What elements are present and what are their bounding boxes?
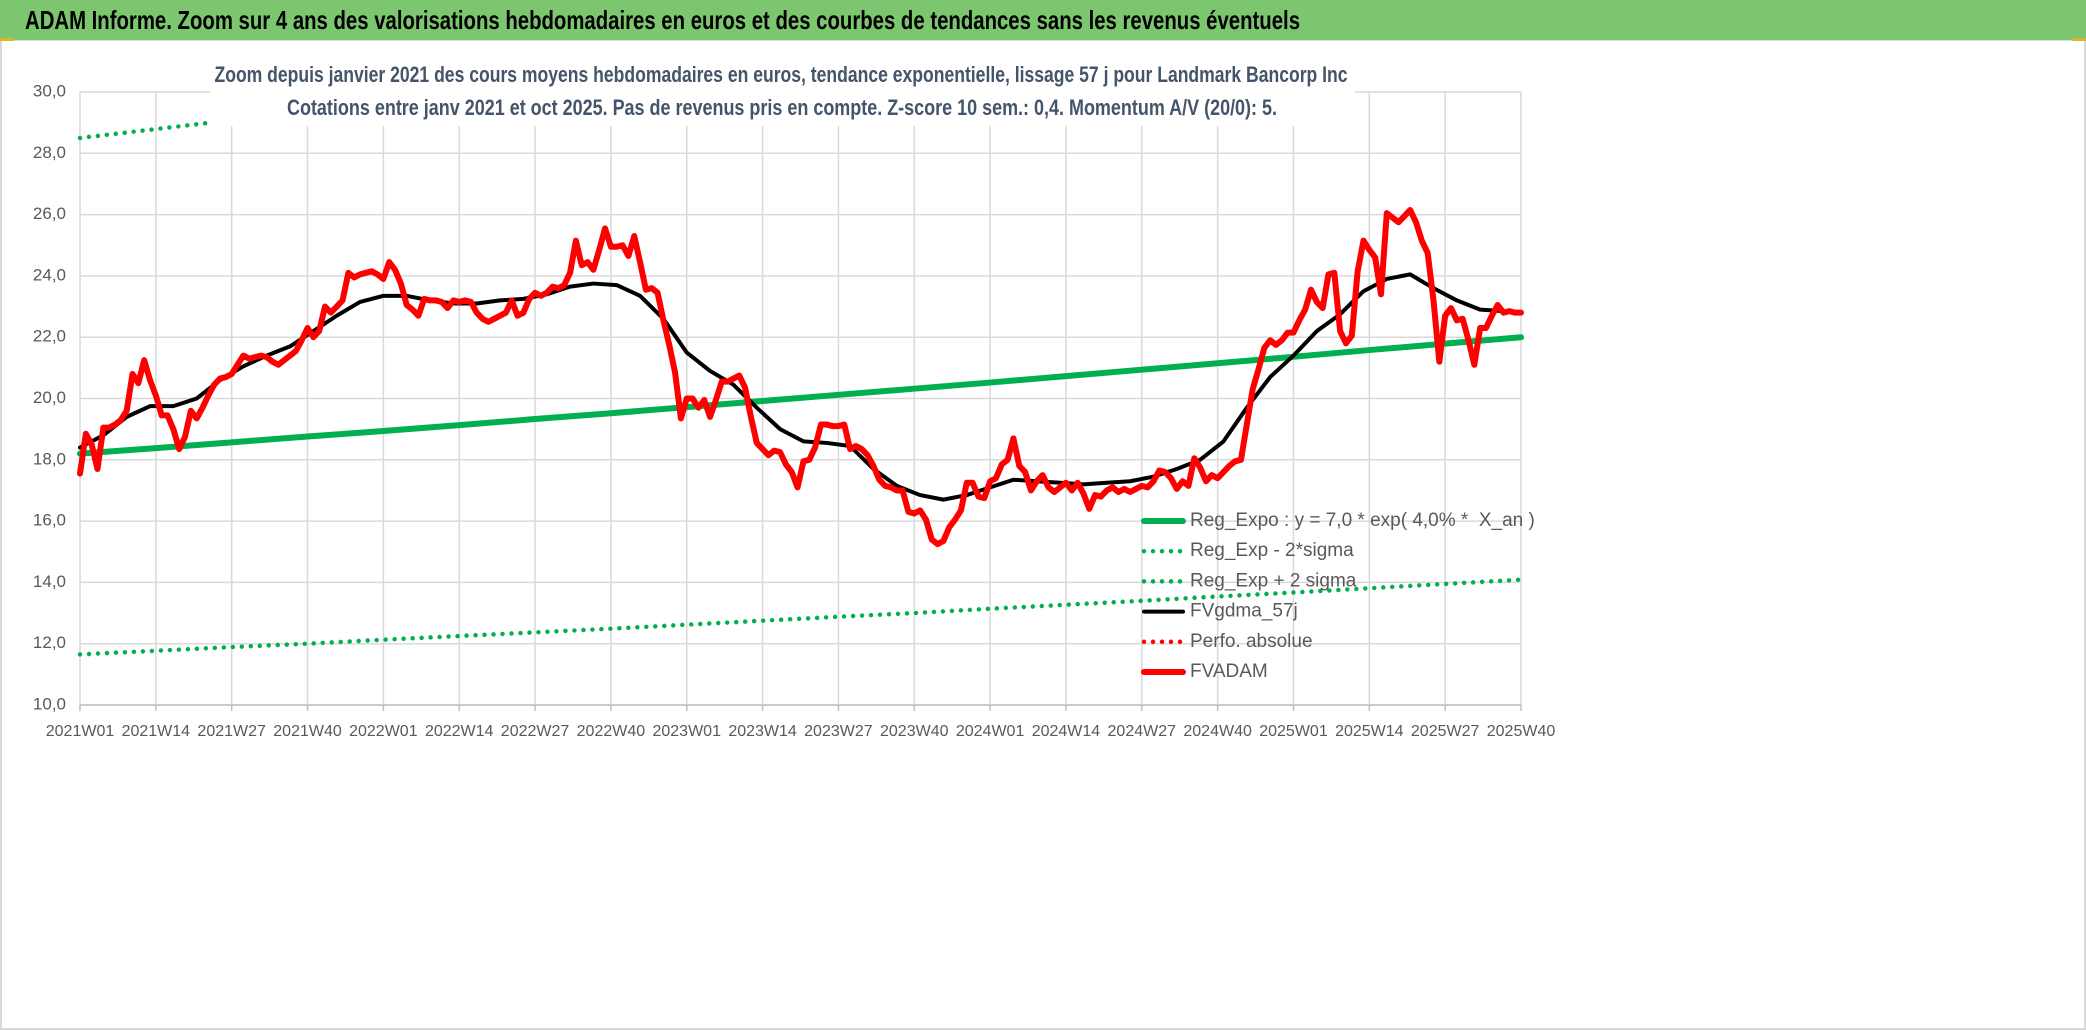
y-tick-label: 14,0 xyxy=(33,572,66,591)
header-accent xyxy=(0,38,14,41)
x-tick-label: 2021W01 xyxy=(46,723,115,740)
series-line xyxy=(77,207,1524,548)
series-line xyxy=(77,334,1524,457)
x-tick-label: 2022W27 xyxy=(501,723,570,740)
legend-label: Perfo. absolue xyxy=(1190,631,1313,652)
x-tick-label: 2024W01 xyxy=(956,723,1025,740)
y-tick-label: 30,0 xyxy=(33,81,66,100)
x-tick-label: 2022W14 xyxy=(425,723,494,740)
y-tick-label: 10,0 xyxy=(33,694,66,713)
x-tick-label: 2023W14 xyxy=(728,723,797,740)
y-tick-label: 26,0 xyxy=(33,204,66,223)
y-tick-label: 22,0 xyxy=(33,327,66,346)
page-title: ADAM Informe. Zoom sur 4 ans des valoris… xyxy=(25,5,1300,35)
legend-label: Reg_Expo : y = 7,0 * exp( 4,0% * X_an ) xyxy=(1190,510,1535,531)
series-line xyxy=(77,577,1524,657)
y-tick-label: 18,0 xyxy=(33,449,66,468)
y-tick-label: 28,0 xyxy=(33,143,66,162)
x-tick-label: 2021W14 xyxy=(122,723,191,740)
x-tick-label: 2024W40 xyxy=(1183,723,1252,740)
x-tick-label: 2024W27 xyxy=(1108,723,1177,740)
x-tick-label: 2023W01 xyxy=(652,723,721,740)
grid: 10,0 12,0 14,0 16,0 18,0 20,0 22,0 24,0 26,0 28,0… xyxy=(33,81,1555,740)
x-tick-label: 2021W27 xyxy=(197,723,266,740)
header-accent xyxy=(2072,38,2086,41)
y-tick-label: 24,0 xyxy=(33,265,66,284)
legend-label: Reg_Exp - 2*sigma xyxy=(1190,540,1354,561)
x-tick-label: 2025W27 xyxy=(1411,723,1480,740)
x-tick-label: 2025W14 xyxy=(1335,723,1404,740)
x-tick-label: 2023W27 xyxy=(804,723,873,740)
legend-label: Reg_Exp + 2 sigma xyxy=(1190,570,1357,591)
header-bar xyxy=(0,0,2086,40)
legend-label: FVADAM xyxy=(1190,661,1268,682)
x-tick-label: 2023W40 xyxy=(880,723,949,740)
x-tick-label: 2025W40 xyxy=(1487,723,1556,740)
x-tick-label: 2024W14 xyxy=(1032,723,1101,740)
x-tick-label: 2025W01 xyxy=(1259,723,1328,740)
x-tick-label: 2021W40 xyxy=(273,723,342,740)
title-box xyxy=(210,58,1355,126)
y-tick-label: 16,0 xyxy=(33,511,66,530)
chart-frame xyxy=(0,39,2086,1030)
x-tick-label: 2022W40 xyxy=(577,723,646,740)
legend-label: FVgdma_57j xyxy=(1190,601,1298,622)
chart-subtitle: Cotations entre janv 2021 et oct 2025. P… xyxy=(287,95,1277,120)
x-tick-label: 2022W01 xyxy=(349,723,418,740)
y-tick-label: 12,0 xyxy=(33,633,66,652)
chart-title: Zoom depuis janvier 2021 des cours moyen… xyxy=(215,62,1348,87)
y-tick-label: 20,0 xyxy=(33,388,66,407)
legend: Reg_Expo : y = 7,0 * exp( 4,0% * X_an ) R… xyxy=(1141,510,1535,682)
